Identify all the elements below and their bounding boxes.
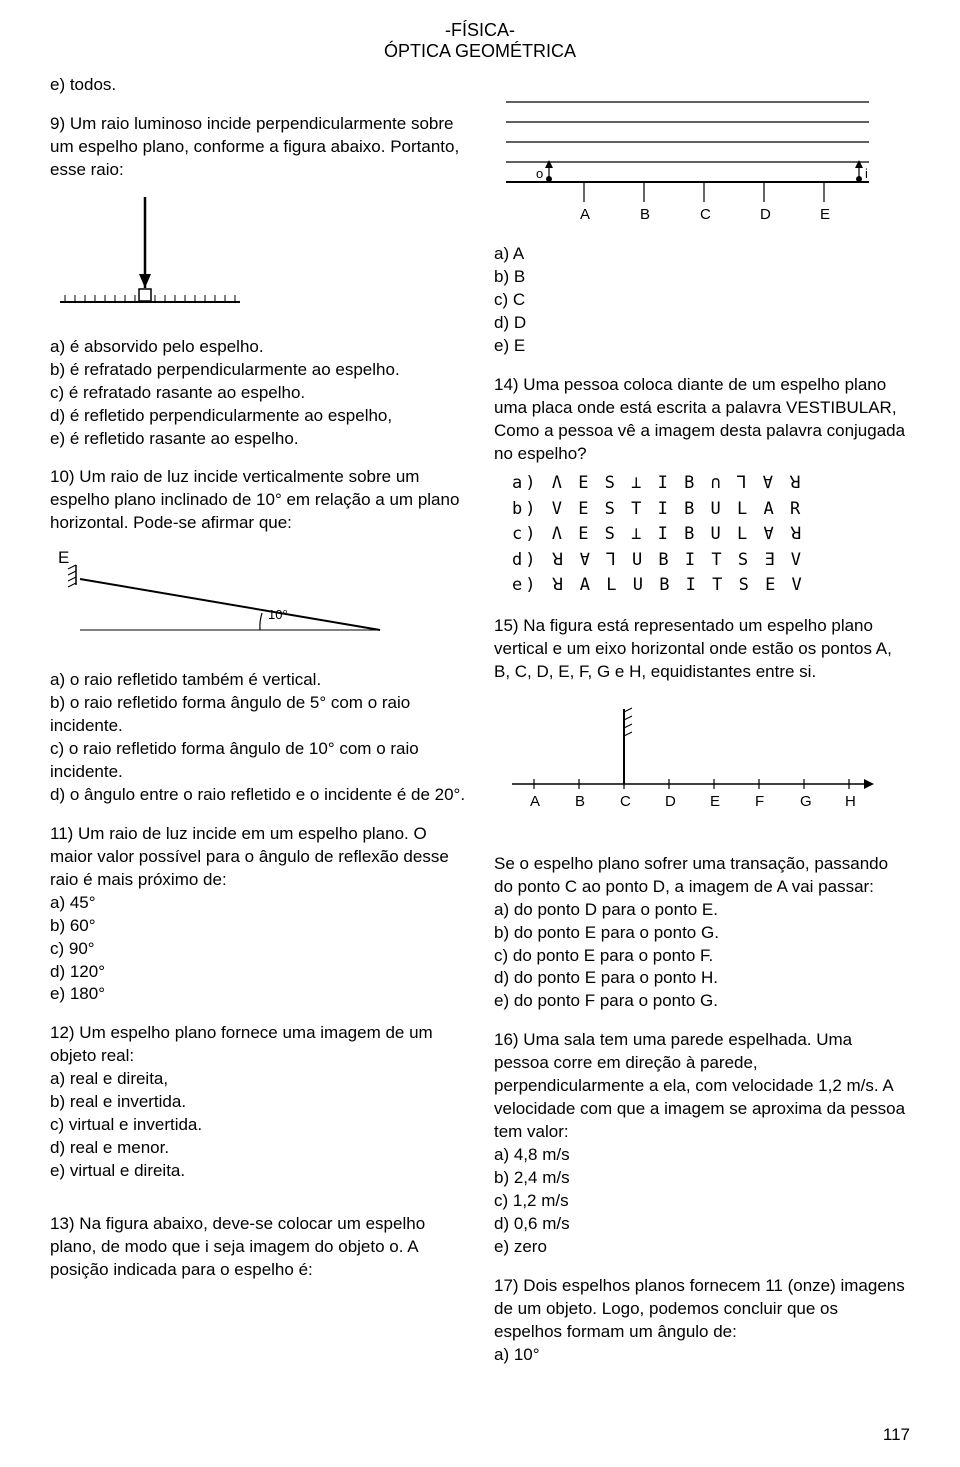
left-column: e) todos. 9) Um raio luminoso incide per… bbox=[50, 74, 466, 1382]
q10-text: 10) Um raio de luz incide verticalmente … bbox=[50, 466, 466, 535]
q13-text: 13) Na figura abaixo, deve-se colocar um… bbox=[50, 1213, 466, 1282]
q16-c: c) 1,2 m/s bbox=[494, 1190, 910, 1213]
q15-b: b) do ponto E para o ponto G. bbox=[494, 922, 910, 945]
q13-c: c) C bbox=[494, 289, 910, 312]
svg-text:G: G bbox=[800, 793, 812, 810]
svg-text:B: B bbox=[575, 793, 585, 810]
svg-text:C: C bbox=[700, 206, 711, 223]
svg-text:E: E bbox=[820, 206, 830, 223]
q11-text: 11) Um raio de luz incide em um espelho … bbox=[50, 823, 466, 892]
q16-d: d) 0,6 m/s bbox=[494, 1213, 910, 1236]
q13-figure: A B C D E o i bbox=[494, 84, 910, 229]
q15-text: 15) Na figura está representado um espel… bbox=[494, 615, 910, 684]
svg-text:F: F bbox=[755, 793, 764, 810]
q10-b: b) o raio refletido forma ângulo de 5° c… bbox=[50, 692, 466, 738]
q10-figure: E 10° bbox=[50, 545, 466, 655]
q14-e: ꓤ A L U B I T S E V bbox=[552, 575, 805, 595]
q10-angle-label: 10° bbox=[268, 607, 288, 622]
q13-options: a) A b) B c) C d) D e) E bbox=[494, 243, 910, 358]
q10-c: c) o raio refletido forma ângulo de 10° … bbox=[50, 738, 466, 784]
q9-text: 9) Um raio luminoso incide perpendicular… bbox=[50, 113, 466, 182]
q11-c: c) 90° bbox=[50, 938, 466, 961]
q16-a: a) 4,8 m/s bbox=[494, 1144, 910, 1167]
q12-d: d) real e menor. bbox=[50, 1137, 466, 1160]
q10-a: a) o raio refletido também é vertical. bbox=[50, 669, 466, 692]
svg-text:D: D bbox=[760, 206, 771, 223]
svg-text:D: D bbox=[665, 793, 676, 810]
q13-b: b) B bbox=[494, 266, 910, 289]
q8-option-e: e) todos. bbox=[50, 74, 466, 97]
q9-figure bbox=[50, 192, 466, 322]
q16: 16) Uma sala tem uma parede espelhada. U… bbox=[494, 1029, 910, 1258]
svg-text:B: B bbox=[640, 206, 650, 223]
q12-text: 12) Um espelho plano fornece uma imagem … bbox=[50, 1022, 466, 1068]
q14-text: 14) Uma pessoa coloca diante de um espel… bbox=[494, 374, 910, 466]
q14: 14) Uma pessoa coloca diante de um espel… bbox=[494, 374, 910, 599]
q11-e: e) 180° bbox=[50, 983, 466, 1006]
q9-b: b) é refratado perpendicularmente ao esp… bbox=[50, 359, 466, 382]
q16-b: b) 2,4 m/s bbox=[494, 1167, 910, 1190]
q12-a: a) real e direita, bbox=[50, 1068, 466, 1091]
q16-text: 16) Uma sala tem uma parede espelhada. U… bbox=[494, 1029, 910, 1144]
q17: 17) Dois espelhos planos fornecem 11 (on… bbox=[494, 1275, 910, 1367]
q14-d: ꓤ ∀ ⅂ U B I T S Ǝ V bbox=[552, 550, 804, 570]
right-column: A B C D E o i a) A b) B c) C d) D e) E bbox=[494, 74, 910, 1382]
q17-text: 17) Dois espelhos planos fornecem 11 (on… bbox=[494, 1275, 910, 1344]
q12: 12) Um espelho plano fornece uma imagem … bbox=[50, 1022, 466, 1183]
q13-e: e) E bbox=[494, 335, 910, 358]
q15-text2: Se o espelho plano sofrer uma transação,… bbox=[494, 853, 910, 899]
q9-e: e) é refletido rasante ao espelho. bbox=[50, 428, 466, 451]
q13-d: d) D bbox=[494, 312, 910, 335]
q11-a: a) 45° bbox=[50, 892, 466, 915]
q15-a: a) do ponto D para o ponto E. bbox=[494, 899, 910, 922]
q9: 9) Um raio luminoso incide perpendicular… bbox=[50, 113, 466, 451]
q12-b: b) real e invertida. bbox=[50, 1091, 466, 1114]
svg-text:A: A bbox=[580, 206, 590, 223]
q15-c: c) do ponto E para o ponto F. bbox=[494, 945, 910, 968]
page-number: 117 bbox=[883, 1425, 910, 1445]
q14-a: Ʌ E S ⊥ I B ∩ ⅂ ∀ ꓤ bbox=[552, 473, 804, 493]
q11-b: b) 60° bbox=[50, 915, 466, 938]
q15-d: d) do ponto E para o ponto H. bbox=[494, 967, 910, 990]
q15-figure: A B C D E F G H bbox=[494, 694, 910, 839]
header-line1: -FÍSICA- bbox=[50, 20, 910, 41]
q13-a: a) A bbox=[494, 243, 910, 266]
q14-c: Ʌ E S ⊥ I B U L ∀ ꓤ bbox=[552, 524, 805, 544]
q10-d: d) o ângulo entre o raio refletido e o i… bbox=[50, 784, 466, 807]
svg-text:C: C bbox=[620, 793, 631, 810]
svg-text:i: i bbox=[865, 166, 868, 181]
q16-e: e) zero bbox=[494, 1236, 910, 1259]
q13: 13) Na figura abaixo, deve-se colocar um… bbox=[50, 1213, 466, 1282]
q17-a: a) 10° bbox=[494, 1344, 910, 1367]
q11-d: d) 120° bbox=[50, 961, 466, 984]
svg-text:H: H bbox=[845, 793, 856, 810]
q15: 15) Na figura está representado um espel… bbox=[494, 615, 910, 1013]
q15-e: e) do ponto F para o ponto G. bbox=[494, 990, 910, 1013]
q9-a: a) é absorvido pelo espelho. bbox=[50, 336, 466, 359]
q9-d: d) é refletido perpendicularmente ao esp… bbox=[50, 405, 466, 428]
q11: 11) Um raio de luz incide em um espelho … bbox=[50, 823, 466, 1007]
q9-c: c) é refratado rasante ao espelho. bbox=[50, 382, 466, 405]
header-line2: ÓPTICA GEOMÉTRICA bbox=[50, 41, 910, 62]
q10-label-E: E bbox=[58, 548, 69, 567]
svg-text:E: E bbox=[710, 793, 720, 810]
svg-text:o: o bbox=[536, 166, 543, 181]
q12-e: e) virtual e direita. bbox=[50, 1160, 466, 1183]
svg-text:A: A bbox=[530, 793, 540, 810]
q14-b: V E S T I B U L A R bbox=[552, 499, 803, 519]
page-header: -FÍSICA- ÓPTICA GEOMÉTRICA bbox=[50, 20, 910, 62]
q10: 10) Um raio de luz incide verticalmente … bbox=[50, 466, 466, 806]
content-columns: e) todos. 9) Um raio luminoso incide per… bbox=[50, 74, 910, 1382]
q12-c: c) virtual e invertida. bbox=[50, 1114, 466, 1137]
